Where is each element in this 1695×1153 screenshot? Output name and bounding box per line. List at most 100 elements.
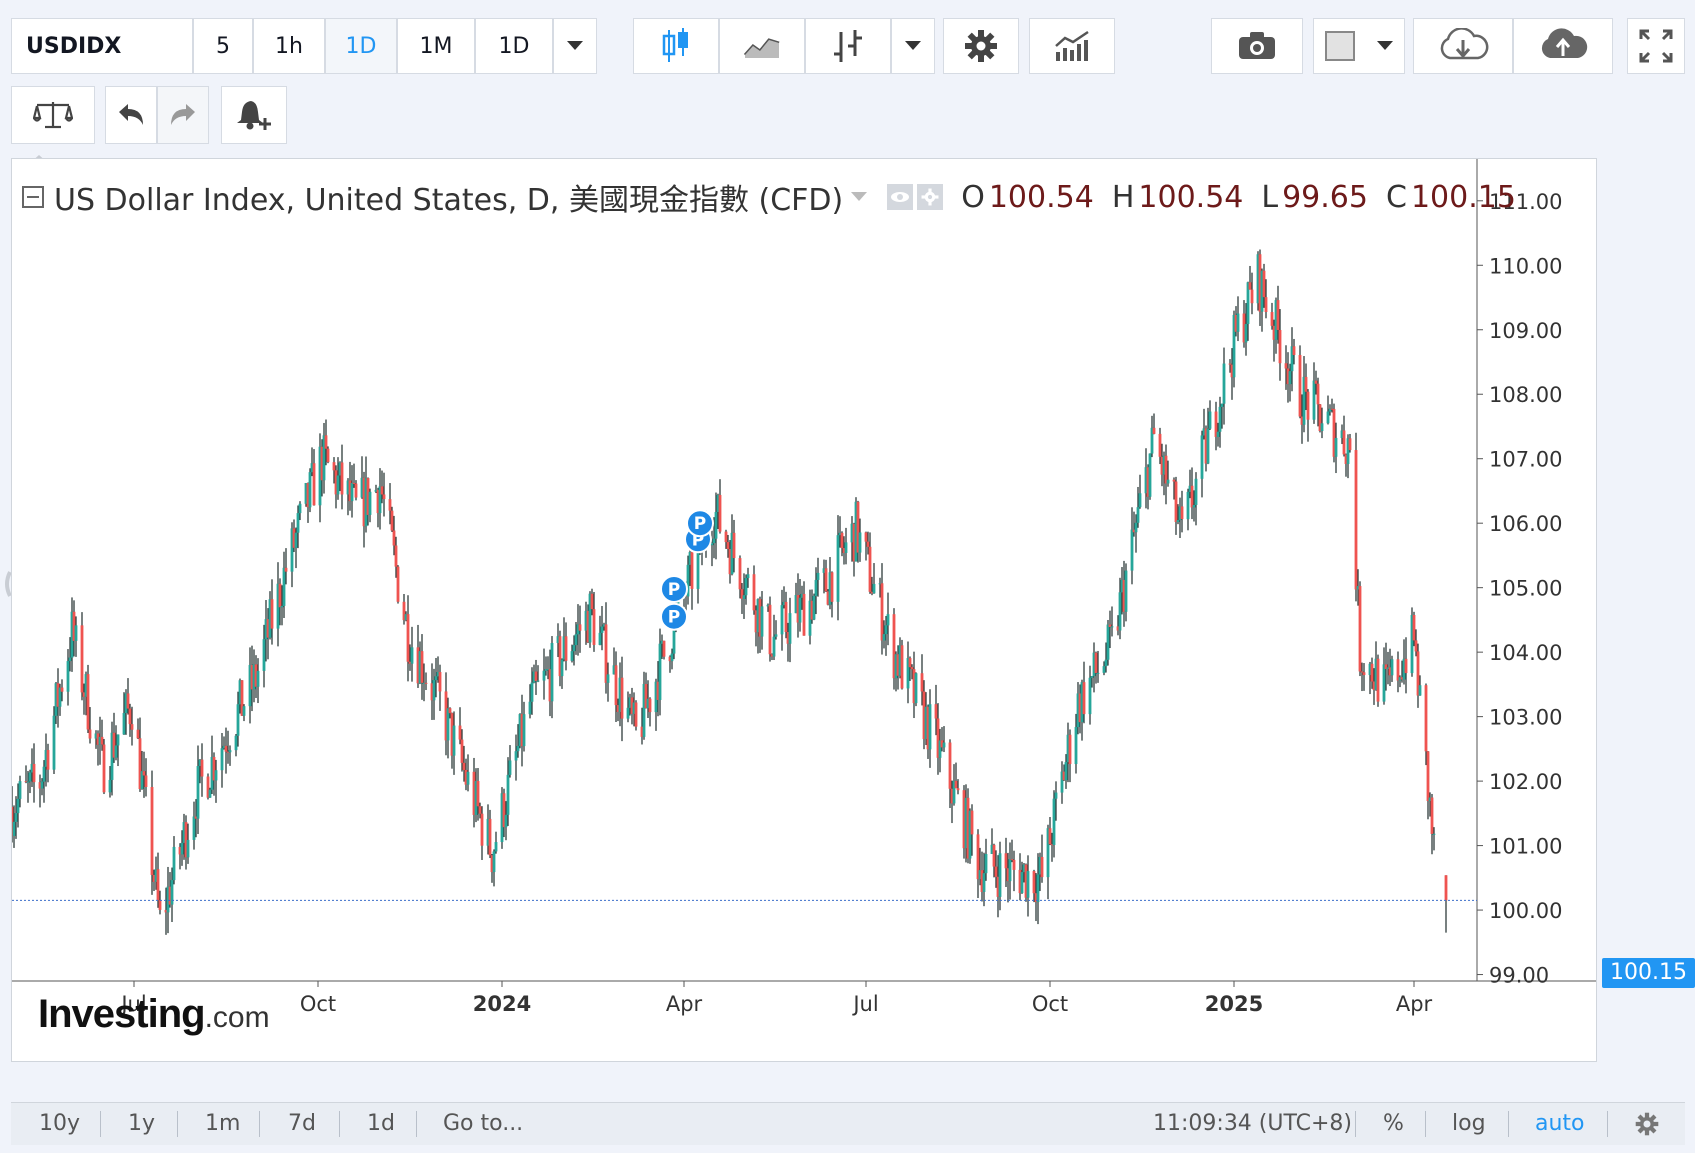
fullscreen-button[interactable] [1627, 18, 1685, 74]
candle-body [1074, 727, 1078, 765]
interval-1d-alt[interactable]: 1D [475, 18, 553, 74]
clock-display[interactable]: 11:09:34 (UTC+8) [1153, 1111, 1353, 1136]
candle-body [130, 724, 134, 730]
candle-body [998, 853, 1002, 897]
candle-body [224, 745, 228, 752]
candle-body [1110, 626, 1114, 628]
last-price-label: 100.15 [1602, 958, 1695, 988]
candle-body [1346, 438, 1350, 464]
range-1m-button[interactable]: 1m [205, 1111, 241, 1136]
candle-body [630, 697, 634, 714]
event-marker-0[interactable]: P [660, 602, 688, 631]
candle-body [962, 790, 966, 849]
range-1y-button[interactable]: 1y [128, 1111, 156, 1136]
candle-body [1180, 506, 1184, 520]
x-tick-label: 2025 [1205, 992, 1263, 1016]
candle-body [228, 750, 232, 753]
interval-5m[interactable]: 5 [193, 18, 253, 74]
candle-body [376, 489, 380, 514]
candle-body [1090, 676, 1094, 678]
candle-body [1010, 859, 1014, 861]
symbol-input[interactable]: USDIDX [11, 18, 193, 74]
candle-body [1068, 734, 1072, 765]
candle-body [368, 491, 372, 515]
compare-button[interactable] [11, 86, 95, 144]
candle-body [56, 683, 60, 707]
candle-body [158, 900, 162, 910]
candle-body [854, 501, 858, 562]
candle-body [474, 780, 478, 815]
save-layout-button[interactable] [1513, 18, 1613, 74]
candle-body [100, 736, 104, 745]
interval-1d[interactable]: 1D [325, 18, 397, 74]
candle-body [532, 671, 536, 683]
auto-scale-toggle[interactable]: auto [1535, 1111, 1585, 1136]
side-drag-handle[interactable] [3, 570, 12, 598]
percent-scale-toggle[interactable]: % [1383, 1111, 1404, 1136]
chart-type-bars-button[interactable] [805, 18, 891, 74]
range-10y-button[interactable]: 10y [39, 1111, 81, 1136]
candle-body [240, 680, 244, 716]
add-alert-button[interactable] [221, 86, 287, 144]
chart-type-candles-button[interactable] [633, 18, 719, 74]
candle-body [1418, 685, 1422, 696]
candle-body [718, 494, 722, 532]
candle-body [1102, 666, 1106, 673]
candle-body [826, 591, 830, 605]
collapse-handle[interactable] [30, 148, 48, 163]
event-marker-3[interactable]: P [686, 509, 714, 538]
chart-type-line-button[interactable] [719, 18, 805, 74]
interval-1h[interactable]: 1h [253, 18, 325, 74]
candle-body [562, 636, 566, 660]
collapse-legend-icon[interactable] [22, 186, 44, 208]
candle-body [584, 610, 588, 631]
candle-body [1258, 254, 1262, 312]
indicators-button[interactable] [1029, 18, 1115, 74]
candle-body [892, 614, 896, 679]
chevron-down-icon[interactable] [851, 192, 868, 202]
candle-body [600, 626, 604, 633]
candlestick-icon [661, 26, 691, 66]
undo-button[interactable] [105, 86, 157, 144]
candle-body [1256, 254, 1260, 304]
load-layout-button[interactable] [1413, 18, 1513, 74]
candle-body [1270, 312, 1274, 326]
candle-body [308, 472, 312, 508]
visibility-eye-icon[interactable] [887, 184, 914, 210]
candle-body [544, 669, 548, 671]
candle-body [668, 656, 672, 662]
range-7d-button[interactable]: 7d [288, 1111, 316, 1136]
range-1d-button[interactable]: 1d [367, 1111, 395, 1136]
candle-body [504, 814, 508, 828]
candle-body [1218, 406, 1222, 432]
event-marker-1[interactable]: P [660, 574, 688, 603]
line-chart-icon [743, 33, 781, 59]
candle-body [394, 545, 398, 567]
price-chart[interactable]: 111.00 110.00 109.00 108.00 107.00 106.00 105.… [12, 159, 1597, 1062]
chart-settings-button[interactable] [943, 18, 1019, 74]
snapshot-button[interactable] [1211, 18, 1303, 74]
interval-dropdown-button[interactable] [553, 18, 597, 74]
go-to-date-button[interactable]: Go to... [443, 1111, 524, 1136]
log-scale-toggle[interactable]: log [1452, 1111, 1486, 1136]
chart-panel[interactable]: 111.00 110.00 109.00 108.00 107.00 106.00 105.… [11, 158, 1597, 1062]
color-picker-button[interactable] [1313, 18, 1405, 74]
candle-body [68, 657, 72, 662]
candle-body [1172, 479, 1176, 482]
series-settings-icon[interactable] [917, 184, 944, 210]
redo-button[interactable] [157, 86, 209, 144]
high-label: H [1111, 179, 1135, 215]
candle-body [828, 572, 832, 605]
chevron-down-icon [1377, 41, 1393, 51]
candle-body [196, 766, 200, 819]
interval-1m[interactable]: 1M [397, 18, 475, 74]
candle-body [866, 541, 870, 547]
candle-body [1272, 325, 1276, 340]
candle-body [856, 501, 860, 553]
candle-body [740, 589, 744, 599]
candle-body [716, 494, 720, 512]
gear-icon[interactable] [1635, 1112, 1659, 1136]
gear-icon [964, 29, 998, 63]
candle-body [938, 740, 942, 758]
chart-type-dropdown-button[interactable] [891, 18, 935, 74]
